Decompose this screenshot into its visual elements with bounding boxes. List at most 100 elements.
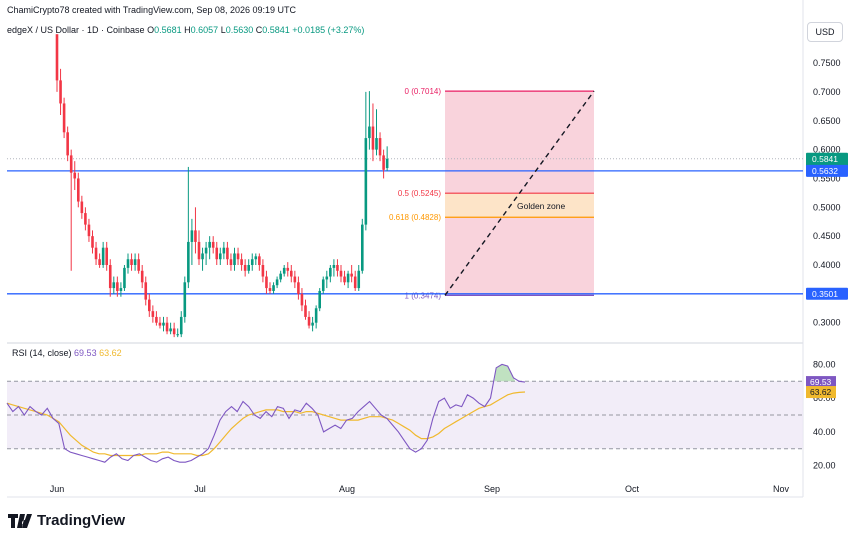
candle-body: [314, 308, 318, 323]
candle-body: [222, 247, 226, 254]
price-axis-tick: 0.7500: [813, 58, 841, 68]
candle-body: [194, 230, 197, 242]
fib-level-label: 0 (0.7014): [405, 87, 442, 96]
fib-upper-zone: [445, 91, 594, 194]
time-axis-tick: Aug: [339, 484, 355, 494]
candle-body: [364, 138, 368, 225]
candle-body: [339, 270, 343, 277]
candle-body: [126, 259, 130, 268]
candle-body: [211, 241, 215, 248]
candle-body: [77, 178, 80, 202]
candle-body: [346, 273, 350, 283]
candle-body: [321, 279, 325, 291]
candle-body: [148, 299, 151, 312]
candle-body: [165, 322, 169, 332]
candle-body: [73, 172, 77, 179]
time-axis-tick: Oct: [625, 484, 640, 494]
candle-body: [55, 34, 59, 81]
price-label-box: [806, 287, 848, 300]
price-label-text: 0.5841: [812, 154, 838, 164]
candle-body: [304, 305, 307, 317]
candle-body: [286, 267, 290, 271]
candle-body: [215, 247, 219, 260]
candle-body: [158, 322, 162, 326]
candle-body: [169, 328, 172, 332]
candle-body: [279, 273, 282, 280]
candle-body: [250, 259, 254, 265]
close-value: 0.5841: [262, 25, 290, 35]
golden-zone-label: Golden zone: [517, 201, 565, 211]
candle-body: [357, 270, 361, 289]
candle-body: [272, 285, 275, 291]
candle-body: [162, 322, 165, 326]
candle-body: [361, 224, 364, 271]
candle-body: [243, 265, 247, 271]
rsi-ma-value-box: [806, 386, 836, 399]
candle-body: [307, 316, 311, 326]
candle-body: [297, 282, 300, 294]
candle-body: [179, 316, 183, 335]
candle-body: [190, 230, 194, 242]
candle-body: [66, 132, 69, 156]
candle-body: [112, 282, 116, 289]
candle-body: [275, 279, 279, 286]
candle-body: [353, 276, 357, 289]
candle-body: [300, 293, 304, 306]
candle-body: [108, 265, 112, 289]
candle-body: [343, 276, 346, 283]
candle-body: [80, 201, 84, 214]
time-axis-tick: Jun: [50, 484, 65, 494]
candle-body: [282, 267, 286, 274]
low-value: 0.5630: [225, 25, 254, 35]
price-label-text: 0.5632: [812, 166, 838, 176]
rsi-ma-value-label: 63.62: [810, 387, 832, 397]
candle-body: [208, 241, 211, 248]
candle-body: [293, 276, 297, 283]
price-axis-tick: 0.5000: [813, 202, 841, 212]
tradingview-logo-text: TradingView: [37, 512, 126, 529]
rsi-overbought-fill: [494, 364, 516, 382]
candle-body: [140, 270, 144, 283]
price-axis-tick: 0.6500: [813, 116, 841, 126]
candle-body: [226, 247, 229, 260]
candle-body: [151, 311, 155, 317]
open-label: O: [147, 25, 155, 35]
candle-body: [240, 259, 243, 265]
candle-body: [130, 259, 133, 265]
candle-body: [176, 334, 179, 336]
candle-body: [133, 259, 137, 265]
fib-golden-zone: [445, 193, 594, 218]
candle-body: [254, 256, 258, 260]
fib-level-label: 0.618 (0.4828): [389, 213, 441, 222]
rsi-axis-tick: 60.00: [813, 393, 836, 403]
candle-body: [368, 126, 371, 139]
candle-body: [332, 265, 336, 268]
rsi-value-box: [806, 376, 836, 389]
currency-button[interactable]: USD: [807, 22, 843, 42]
candle-body: [123, 267, 126, 289]
price-label-box: [806, 164, 848, 177]
candle-body: [371, 126, 375, 150]
close-label: C: [255, 25, 263, 35]
rsi-axis-tick: 40.00: [813, 427, 836, 437]
rsi-ma-line: [6, 391, 526, 457]
price-axis-tick: 0.3000: [813, 318, 841, 328]
candle-body: [59, 80, 62, 104]
candle-body: [204, 247, 208, 254]
candle-body: [336, 265, 339, 271]
candle-body: [233, 253, 236, 265]
chart-creator-line: ChamiCrypto78 created with TradingView.c…: [7, 5, 296, 15]
candle-body: [378, 138, 382, 156]
rsi-value-label: 69.53: [810, 377, 832, 387]
fib-lower-zone: [445, 217, 594, 296]
candle-body: [137, 259, 140, 271]
rsi-band-fill: [7, 381, 803, 449]
price-axis-tick: 0.6000: [813, 145, 841, 155]
high-value: 0.6057: [190, 25, 219, 35]
rsi-ma-legend-value: 63.62: [99, 348, 122, 358]
candle-body: [98, 259, 101, 265]
candle-body: [236, 253, 240, 260]
candle-body: [116, 282, 119, 291]
rsi-legend-value: 69.53: [74, 348, 97, 358]
